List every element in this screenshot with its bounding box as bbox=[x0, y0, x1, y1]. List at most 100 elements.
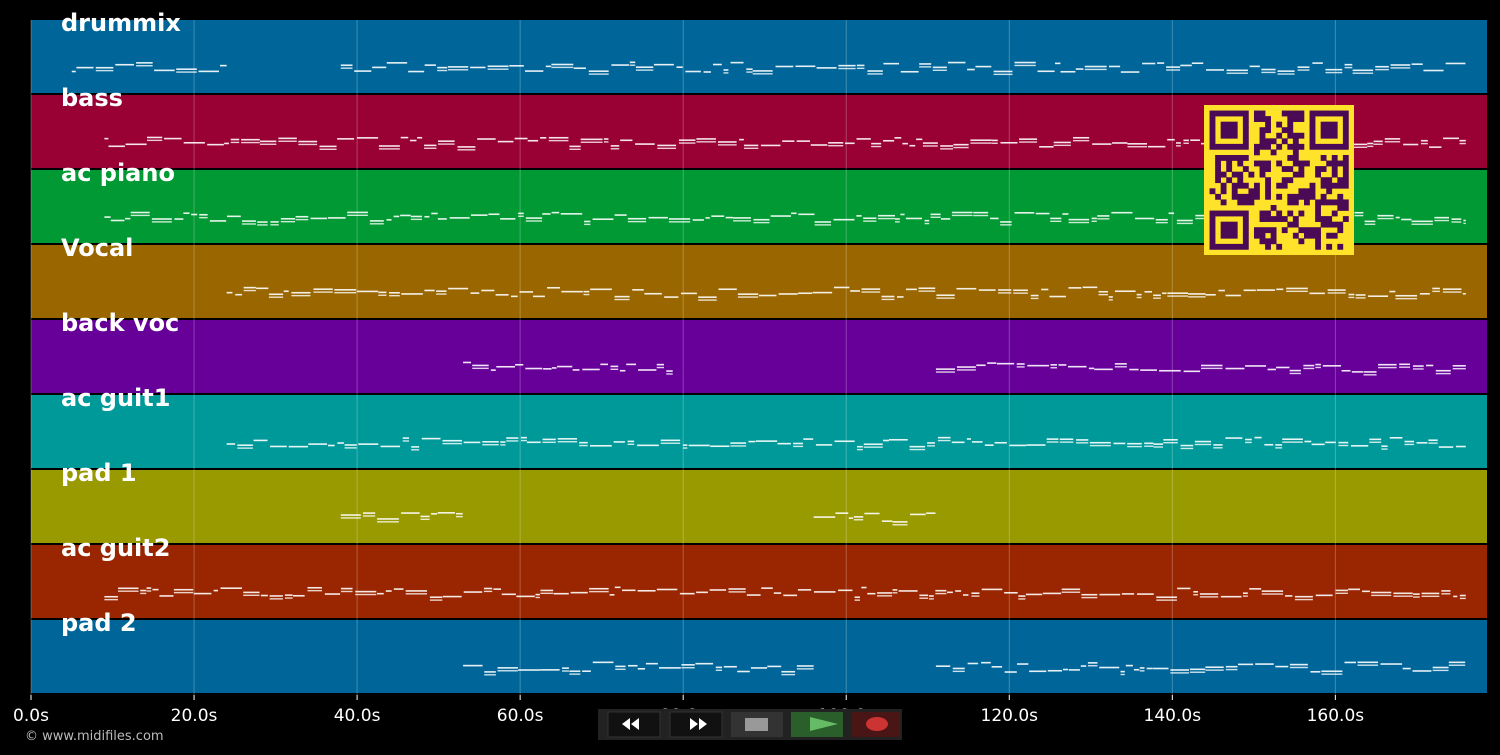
transport bbox=[598, 709, 902, 740]
qr-cell bbox=[1242, 227, 1249, 234]
note bbox=[1017, 663, 1029, 665]
note bbox=[76, 66, 94, 69]
note bbox=[540, 669, 560, 671]
qr-cell bbox=[1320, 221, 1327, 228]
qr-cell bbox=[1265, 166, 1271, 172]
note bbox=[743, 147, 759, 150]
qr-cell bbox=[1298, 188, 1305, 195]
note bbox=[481, 289, 495, 292]
qr-cell bbox=[1259, 143, 1266, 150]
qr-cell bbox=[1326, 110, 1333, 117]
qr-cell bbox=[1320, 143, 1327, 150]
qr-cell bbox=[1326, 160, 1333, 167]
note bbox=[698, 299, 717, 301]
note bbox=[892, 592, 898, 594]
note bbox=[560, 213, 583, 215]
qr-cell bbox=[1220, 210, 1227, 217]
note bbox=[1000, 224, 1012, 226]
qr-cell bbox=[1276, 182, 1283, 189]
note bbox=[260, 594, 268, 597]
qr-cell bbox=[1265, 238, 1271, 245]
note bbox=[1176, 219, 1193, 222]
qr-cell bbox=[1309, 127, 1316, 134]
tick-label: 40.0s bbox=[334, 706, 381, 726]
qr-cell bbox=[1270, 149, 1277, 156]
note bbox=[739, 138, 744, 141]
record-icon bbox=[866, 717, 888, 731]
note bbox=[932, 66, 947, 69]
qr-code bbox=[1204, 105, 1354, 255]
qr-cell bbox=[1320, 216, 1327, 222]
note bbox=[509, 65, 524, 67]
note bbox=[892, 589, 898, 591]
note bbox=[695, 662, 714, 665]
note bbox=[1297, 69, 1310, 71]
note bbox=[1139, 670, 1145, 672]
qr-cell bbox=[1342, 199, 1349, 206]
qr-cell bbox=[1342, 166, 1349, 172]
note bbox=[936, 297, 955, 299]
tick-label: 120.0s bbox=[981, 706, 1039, 726]
qr-cell bbox=[1315, 243, 1321, 250]
note bbox=[259, 143, 277, 145]
qr-cell bbox=[1309, 116, 1316, 122]
note bbox=[1225, 665, 1238, 668]
note bbox=[1354, 214, 1364, 217]
note bbox=[935, 589, 947, 592]
note bbox=[919, 63, 932, 65]
note bbox=[685, 70, 701, 73]
note bbox=[777, 442, 791, 445]
note bbox=[1261, 68, 1276, 71]
note bbox=[892, 524, 908, 526]
qr-cell bbox=[1298, 227, 1305, 234]
qr-cell bbox=[1298, 171, 1305, 178]
note bbox=[1364, 220, 1376, 223]
qr-cell bbox=[1292, 216, 1299, 222]
note bbox=[853, 519, 864, 521]
note bbox=[71, 70, 76, 73]
qr-cell bbox=[1270, 232, 1277, 239]
qr-cell bbox=[1320, 155, 1327, 161]
note bbox=[1341, 369, 1351, 372]
note bbox=[340, 590, 353, 593]
note bbox=[535, 593, 540, 596]
note bbox=[573, 67, 586, 70]
note bbox=[362, 515, 376, 517]
note bbox=[484, 674, 496, 676]
note bbox=[424, 144, 437, 147]
note bbox=[1153, 667, 1169, 670]
note bbox=[1389, 290, 1396, 293]
qr-cell bbox=[1309, 188, 1316, 195]
note bbox=[844, 142, 855, 145]
qr-cell bbox=[1320, 132, 1327, 139]
note bbox=[154, 69, 175, 72]
note bbox=[1404, 440, 1415, 443]
note bbox=[95, 66, 114, 69]
note bbox=[1084, 68, 1107, 71]
qr-cell bbox=[1220, 243, 1227, 250]
note bbox=[579, 444, 588, 447]
track-row bbox=[31, 470, 1487, 543]
note bbox=[193, 592, 212, 595]
note bbox=[981, 588, 1003, 591]
note bbox=[500, 218, 516, 220]
note bbox=[970, 139, 992, 142]
note bbox=[518, 669, 541, 671]
note bbox=[1113, 442, 1126, 445]
note bbox=[1025, 593, 1043, 596]
note bbox=[1009, 444, 1027, 447]
track-name: Vocal bbox=[61, 234, 133, 262]
note bbox=[715, 666, 723, 669]
note bbox=[1062, 668, 1068, 671]
note bbox=[1199, 593, 1219, 595]
note bbox=[334, 289, 357, 291]
note bbox=[991, 142, 998, 144]
note bbox=[919, 594, 929, 597]
note bbox=[1335, 592, 1348, 594]
note bbox=[340, 64, 353, 67]
note bbox=[431, 513, 438, 515]
note bbox=[861, 288, 881, 290]
note bbox=[1338, 441, 1349, 444]
note bbox=[703, 71, 711, 73]
note bbox=[548, 139, 569, 142]
